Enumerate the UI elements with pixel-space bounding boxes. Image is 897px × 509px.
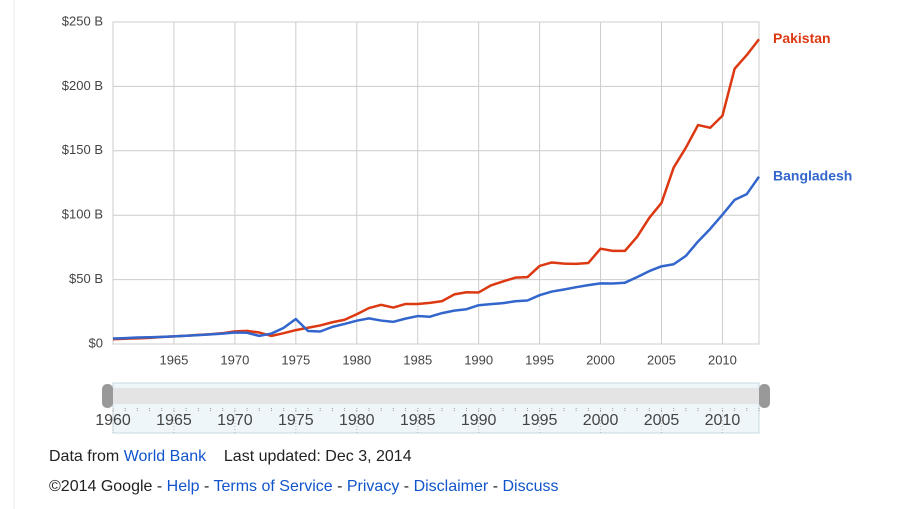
slider-tick-label: 1980 [339, 412, 375, 429]
y-tick-label: $100 B [62, 207, 103, 222]
y-tick-label: $150 B [62, 142, 103, 157]
series-line [112, 175, 761, 340]
x-tick-label: 1995 [525, 352, 554, 367]
footer-link[interactable]: Discuss [502, 478, 559, 495]
y-tick-label: $0 [89, 335, 103, 350]
slider-tick-label: 1965 [156, 412, 192, 429]
plot-area [112, 21, 760, 345]
last-updated: Last updated: Dec 3, 2014 [223, 448, 412, 465]
slider-tick-label: 1995 [522, 412, 558, 429]
footer-link[interactable]: Disclaimer [413, 478, 489, 495]
separator: - [156, 478, 163, 495]
source-link[interactable]: World Bank [123, 448, 207, 465]
copyright: ©2014 Google [49, 478, 153, 495]
slider-tick-label: 1970 [217, 412, 253, 429]
x-tick-label: 2005 [647, 352, 676, 367]
series-label: Pakistan [773, 30, 831, 46]
separator: - [204, 478, 210, 495]
footer-links: ©2014 Google - Help - Terms of Service -… [49, 478, 558, 496]
y-tick-label: $200 B [62, 78, 103, 93]
x-tick-label: 1980 [342, 352, 371, 367]
source-line: Data from World Bank Last updated: Dec 3… [49, 448, 412, 466]
range-bar[interactable] [113, 388, 759, 404]
slider-tick-label: 2005 [644, 412, 680, 429]
x-tick-label: 1990 [464, 352, 493, 367]
slider-tick-label: 2000 [583, 412, 619, 429]
slider-tick-label: 1990 [461, 412, 497, 429]
y-tick-label: $50 B [69, 271, 103, 286]
x-tick-label: 1965 [159, 352, 188, 367]
separator: - [492, 478, 499, 495]
x-tick-label: 1975 [281, 352, 310, 367]
x-tick-label: 2010 [708, 352, 737, 367]
slider-tick-label: 1960 [95, 412, 131, 429]
footer-link[interactable]: Terms of Service [213, 478, 333, 495]
slider-tick-label: 1985 [400, 412, 436, 429]
range-handle[interactable] [759, 384, 770, 408]
y-tick-label: $250 B [62, 13, 103, 28]
series-line [112, 38, 760, 341]
x-tick-label: 1985 [403, 352, 432, 367]
range-handle[interactable] [102, 384, 113, 408]
x-tick-label: 2000 [586, 352, 615, 367]
footer-link[interactable]: Privacy [346, 478, 400, 495]
separator: - [403, 478, 410, 495]
slider-tick-label: 1975 [278, 412, 314, 429]
source-prefix: Data from [49, 448, 120, 465]
slider-tick-label: 2010 [705, 412, 741, 429]
series-label: Bangladesh [773, 167, 852, 183]
x-tick-label: 1970 [220, 352, 249, 367]
footer-link[interactable]: Help [166, 478, 200, 495]
separator: - [337, 478, 343, 495]
